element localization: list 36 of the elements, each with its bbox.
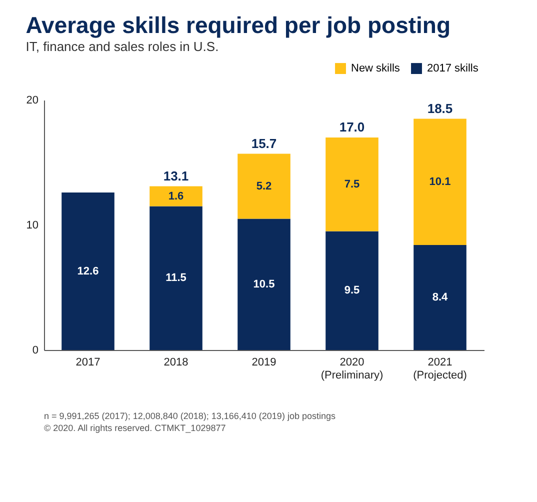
data-label: 1.6 bbox=[168, 190, 184, 202]
bar bbox=[238, 218, 290, 350]
y-tick-label: 20 bbox=[26, 94, 38, 106]
x-tick-label: 2019 bbox=[252, 356, 276, 368]
legend-label: 2017 skills bbox=[427, 62, 479, 75]
data-label: 10.1 bbox=[429, 176, 451, 188]
data-label: 11.5 bbox=[166, 272, 186, 284]
bar bbox=[414, 245, 466, 350]
data-label: 5.2 bbox=[256, 180, 272, 192]
text: © 2020. All rights reserved. CTMKT_1029877 bbox=[44, 423, 226, 433]
chart-subtitle: IT, finance and sales roles in U.S. bbox=[26, 39, 219, 54]
y-tick-label: 10 bbox=[26, 220, 38, 232]
x-tick-label: 2017 bbox=[76, 356, 100, 368]
x-tick-label: 2020 (Preliminary) bbox=[320, 356, 384, 382]
total-label: 18.5 bbox=[427, 100, 453, 116]
data-label: 8.4 bbox=[432, 292, 449, 304]
x-tick-label: 2021 (Projected) bbox=[413, 356, 467, 382]
bar bbox=[150, 186, 202, 206]
bar bbox=[150, 206, 202, 350]
total-label: 17.0 bbox=[339, 120, 365, 134]
bar bbox=[414, 118, 466, 245]
bar bbox=[62, 192, 114, 350]
chart-title: Average skills required per job posting bbox=[26, 12, 451, 38]
legend-label: New skills bbox=[351, 62, 400, 75]
text: n = 9,991,265 (2017); 12,008,840 (2018); 13,166,410 (2019) job postings bbox=[44, 411, 336, 421]
total-label: 15.7 bbox=[251, 136, 277, 151]
data-label: 7.5 bbox=[344, 178, 360, 190]
bar bbox=[326, 138, 378, 232]
total-label: 13.1 bbox=[163, 168, 189, 184]
data-label: 9.5 bbox=[344, 284, 360, 297]
x-tick-label: 2018 bbox=[164, 356, 188, 368]
bar bbox=[326, 231, 378, 350]
data-label: 12.6 bbox=[77, 265, 99, 278]
data-label: 10.5 bbox=[253, 278, 275, 290]
y-tick-label: 0 bbox=[32, 344, 38, 356]
bar bbox=[238, 154, 290, 219]
